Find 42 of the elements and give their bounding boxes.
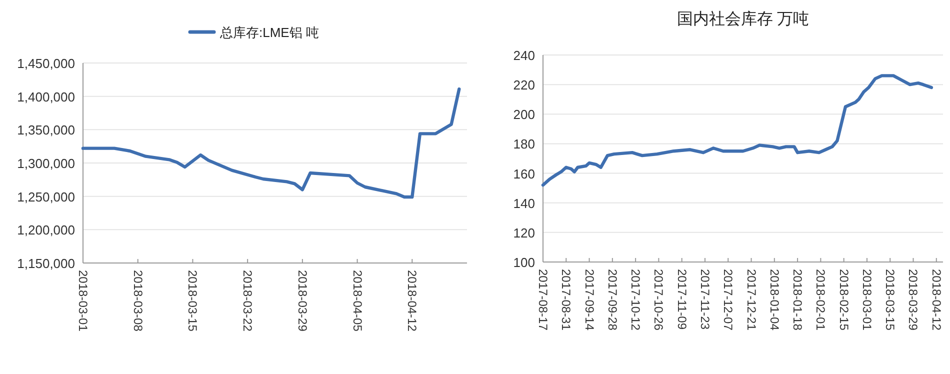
legend-label: 总库存:LME铝 吨 xyxy=(219,25,319,40)
y-tick-label: 1,300,000 xyxy=(17,156,75,171)
x-tick-label: 2018-04-12 xyxy=(929,269,944,331)
y-tick-label: 160 xyxy=(513,166,535,182)
chart-title: 国内社会库存 万吨 xyxy=(676,10,810,28)
x-tick-label: 2018-02-01 xyxy=(814,269,828,331)
y-tick-label: 1,200,000 xyxy=(17,222,75,238)
y-tick-label: 1,450,000 xyxy=(17,56,75,71)
x-tick-label: 2018-01-04 xyxy=(767,269,782,331)
x-tick-label: 2018-03-15 xyxy=(186,270,200,332)
x-tick-label: 2018-02-15 xyxy=(836,269,851,331)
x-tick-label: 2018-03-01 xyxy=(76,270,90,332)
x-tick-label: 2017-11-23 xyxy=(698,269,712,330)
x-tick-label: 2017-10-12 xyxy=(628,269,643,331)
y-tick-label: 220 xyxy=(513,78,535,93)
y-tick-label: 1,150,000 xyxy=(17,256,75,271)
x-tick-label: 2017-12-21 xyxy=(744,269,758,331)
x-tick-label: 2017-08-31 xyxy=(559,269,574,331)
x-tick-label: 2018-04-05 xyxy=(350,270,364,332)
x-tick-label: 2017-11-09 xyxy=(674,269,689,330)
y-tick-label: 240 xyxy=(513,48,535,63)
x-tick-label: 2017-12-07 xyxy=(721,269,736,331)
x-tick-label: 2018-03-15 xyxy=(883,269,898,331)
y-tick-label: 1,400,000 xyxy=(17,89,75,104)
x-tick-label: 2018-04-12 xyxy=(405,270,420,332)
x-tick-label: 2017-09-28 xyxy=(605,269,620,331)
x-tick-label: 2018-03-01 xyxy=(860,269,874,331)
x-tick-label: 2017-08-17 xyxy=(536,269,550,331)
y-tick-label: 120 xyxy=(513,225,535,240)
y-tick-label: 1,250,000 xyxy=(17,189,75,204)
x-tick-label: 2017-09-14 xyxy=(582,269,596,331)
x-tick-label: 2018-03-29 xyxy=(906,269,920,331)
y-tick-label: 180 xyxy=(513,136,535,152)
y-tick-label: 140 xyxy=(513,196,535,211)
x-tick-label: 2018-03-22 xyxy=(240,270,255,332)
y-tick-label: 1,350,000 xyxy=(17,122,75,138)
y-tick-label: 100 xyxy=(513,255,535,270)
x-tick-label: 2018-03-08 xyxy=(130,270,145,332)
x-tick-label: 2018-01-18 xyxy=(790,269,805,331)
x-tick-label: 2017-10-26 xyxy=(652,269,666,331)
x-tick-label: 2018-03-29 xyxy=(295,270,310,332)
y-tick-label: 200 xyxy=(513,107,535,122)
